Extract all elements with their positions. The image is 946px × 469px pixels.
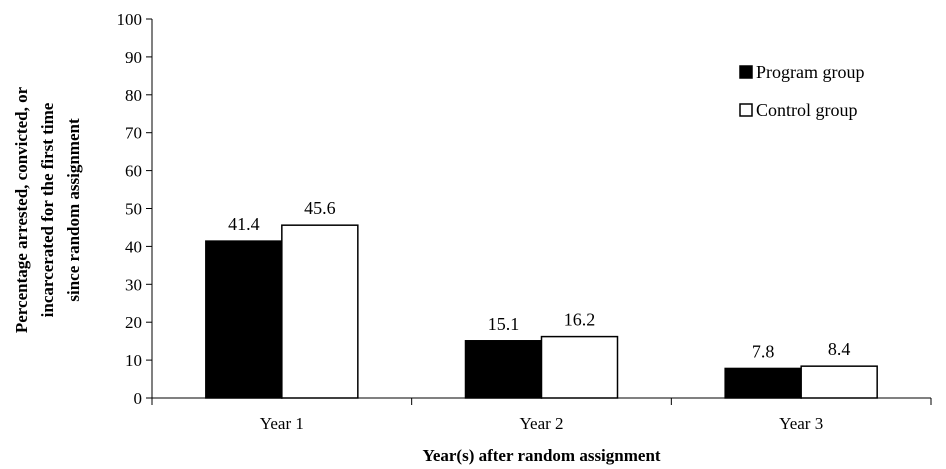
x-axis-ticks: Year 1 Year 2 Year 3	[151, 398, 932, 433]
bar	[464, 340, 543, 399]
bar	[281, 224, 359, 399]
x-tick-label: Year 2	[519, 414, 563, 433]
y-tick-label: 70	[125, 124, 142, 143]
legend-label: Program group	[756, 62, 864, 82]
y-tick-label: 80	[125, 86, 142, 105]
data-labels: 41.4 45.6 15.1 16.2 7.8 8.4	[228, 198, 850, 361]
y-tick-label: 10	[125, 351, 142, 370]
y-tick-label: 20	[125, 313, 142, 332]
x-axis-title: Year(s) after random assignment	[422, 446, 660, 465]
bar	[800, 365, 878, 399]
data-label: 41.4	[228, 214, 260, 234]
legend-swatch	[739, 103, 753, 117]
data-label: 45.6	[304, 198, 336, 218]
y-tick-label: 0	[134, 389, 143, 408]
y-tick-label: 60	[125, 162, 142, 181]
legend: Program group Control group	[739, 62, 864, 120]
y-axis-title-line: incarcerated for the first time	[38, 102, 57, 317]
bar	[724, 367, 802, 399]
y-tick-label: 90	[125, 48, 142, 67]
bars	[205, 224, 878, 399]
y-axis-title-line: Percentage arrested, convicted, or	[12, 86, 31, 333]
y-axis-title: Percentage arrested, convicted, or incarc…	[12, 86, 83, 333]
x-tick-label: Year 3	[779, 414, 823, 433]
bar	[205, 240, 283, 399]
legend-label: Control group	[756, 100, 858, 120]
y-tick-label: 40	[125, 237, 142, 256]
data-label: 8.4	[828, 339, 851, 359]
y-axis-title-line: since random assignment	[64, 118, 83, 302]
data-label: 15.1	[488, 314, 520, 334]
legend-swatch	[739, 65, 753, 79]
y-tick-label: 30	[125, 275, 142, 294]
data-label: 16.2	[564, 310, 596, 330]
bar	[540, 335, 619, 399]
y-axis-ticks: 0 10 20 30 40 50 60 70 80 90 100	[117, 10, 152, 408]
y-tick-label: 50	[125, 200, 142, 219]
y-tick-label: 100	[117, 10, 143, 29]
x-tick-label: Year 1	[260, 414, 304, 433]
data-label: 7.8	[752, 341, 775, 361]
